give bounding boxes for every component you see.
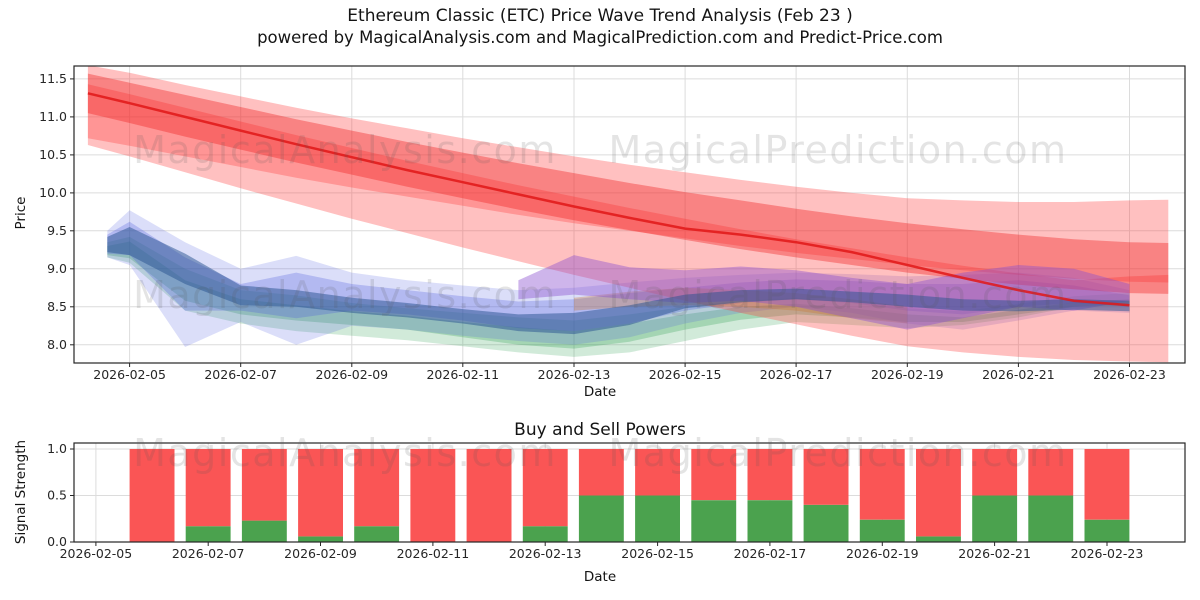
sell-power-bar	[241, 449, 287, 521]
buy-power-bar	[972, 495, 1018, 542]
watermark-text: MagicalAnalysis.com	[133, 128, 557, 172]
watermark-text: MagicalPrediction.com	[609, 128, 1068, 172]
x-tick-label: 2026-02-19	[871, 367, 944, 382]
sell-power-bar	[691, 449, 737, 501]
y-tick-label: 0.0	[47, 534, 67, 549]
blue-band-core	[107, 227, 1130, 335]
buy-power-bar	[916, 536, 961, 542]
sell-power-bar	[916, 449, 961, 537]
y-tick-label: 0.5	[47, 488, 67, 503]
watermark-text: MagicalPrediction.com	[609, 273, 1068, 317]
x-tick-label: 2026-02-15	[649, 367, 722, 382]
sell-power-bar	[747, 449, 793, 501]
buy-power-bar	[803, 504, 849, 542]
sell-power-bar	[1028, 449, 1074, 496]
buy-power-bar	[691, 500, 737, 542]
sell-power-bar	[129, 449, 175, 542]
buy-power-bar	[578, 495, 624, 542]
sell-power-bar	[298, 449, 343, 537]
buy-power-bar	[1028, 495, 1074, 542]
y-tick-label: 1.0	[47, 441, 67, 456]
red-band-upper	[87, 66, 1169, 283]
red-band-lower	[87, 84, 1169, 363]
bar-chart-title: Buy and Sell Powers	[514, 420, 686, 440]
buy-power-bar	[185, 526, 231, 542]
watermark-text: MagicalPrediction.com	[609, 431, 1068, 475]
sell-power-bar	[466, 449, 512, 542]
x-tick-label: 2026-02-13	[538, 367, 611, 382]
x-tick-label: 2026-02-05	[60, 546, 133, 561]
buy-sell-powers-chart: 2026-02-05 2026-02-07 2026-02-09 2026-02-11…	[47, 441, 1186, 561]
buy-power-bar	[1084, 519, 1130, 542]
y-tick-label: 8.0	[47, 337, 67, 352]
red-median-line	[87, 92, 1130, 307]
watermark-text: MagicalAnalysis.com	[133, 431, 557, 475]
sell-power-bar	[972, 449, 1018, 496]
x-tick-label: 2026-02-15	[621, 546, 694, 561]
x-tick-label: 2026-02-21	[982, 367, 1055, 382]
buy-power-bar	[298, 536, 343, 542]
x-tick-label: 2026-02-23	[1071, 546, 1144, 561]
x-tick-label: 2026-02-09	[284, 546, 357, 561]
buy-power-bar	[241, 520, 287, 542]
y-tick-label: 9.0	[47, 261, 67, 276]
sell-power-bar	[578, 449, 624, 496]
sell-power-bar	[803, 449, 849, 505]
x-tick-label: 2026-02-17	[760, 367, 833, 382]
figure-subtitle: powered by MagicalAnalysis.com and Magic…	[257, 28, 943, 47]
x-tick-label: 2026-02-09	[315, 367, 388, 382]
buy-power-bar	[522, 526, 568, 542]
sell-power-bar	[185, 449, 231, 527]
x-tick-label: 2026-02-07	[204, 367, 277, 382]
price-axis-label: Price	[13, 196, 29, 230]
price-wave-trend-chart: 2026-02-05 2026-02-07 2026-02-09 2026-02-11…	[39, 65, 1186, 382]
x-tick-label: 2026-02-21	[958, 546, 1031, 561]
buy-power-bar	[747, 500, 793, 542]
green-band-mid	[107, 241, 1130, 349]
sell-power-bar	[522, 449, 568, 527]
x-tick-label: 2026-02-11	[397, 546, 470, 561]
y-tick-label: 8.5	[47, 299, 67, 314]
buy-power-bar	[354, 526, 400, 542]
figure-title: Ethereum Classic (ETC) Price Wave Trend …	[347, 6, 853, 26]
sell-power-bar	[1084, 449, 1130, 520]
y-tick-label: 10.0	[39, 185, 67, 200]
x-tick-label: 2026-02-13	[509, 546, 582, 561]
x-tick-label: 2026-02-23	[1093, 367, 1166, 382]
signal-strength-axis-label: Signal Strength	[13, 439, 29, 545]
x-tick-label: 2026-02-11	[426, 367, 499, 382]
date-axis-label-bottom: Date	[583, 569, 617, 585]
y-tick-label: 11.5	[39, 71, 67, 86]
x-tick-label: 2026-02-05	[93, 367, 166, 382]
sell-power-bar	[635, 449, 680, 496]
date-axis-label-top: Date	[583, 384, 617, 400]
sell-power-bar	[410, 449, 456, 542]
x-tick-label: 2026-02-07	[172, 546, 245, 561]
plot-border	[73, 442, 1186, 543]
buy-power-bar	[635, 495, 680, 542]
buy-power-bar	[859, 519, 905, 542]
y-tick-label: 10.5	[39, 147, 67, 162]
x-tick-label: 2026-02-17	[734, 546, 807, 561]
green-band-outer	[107, 236, 1130, 357]
sell-power-bar	[859, 449, 905, 520]
plot-border	[73, 65, 1186, 364]
sell-power-bar	[354, 449, 400, 527]
x-tick-label: 2026-02-19	[846, 546, 919, 561]
y-tick-label: 11.0	[39, 109, 67, 124]
y-tick-label: 9.5	[47, 223, 67, 238]
watermark-text: MagicalAnalysis.com	[133, 273, 557, 317]
red-band-core	[87, 73, 1169, 294]
